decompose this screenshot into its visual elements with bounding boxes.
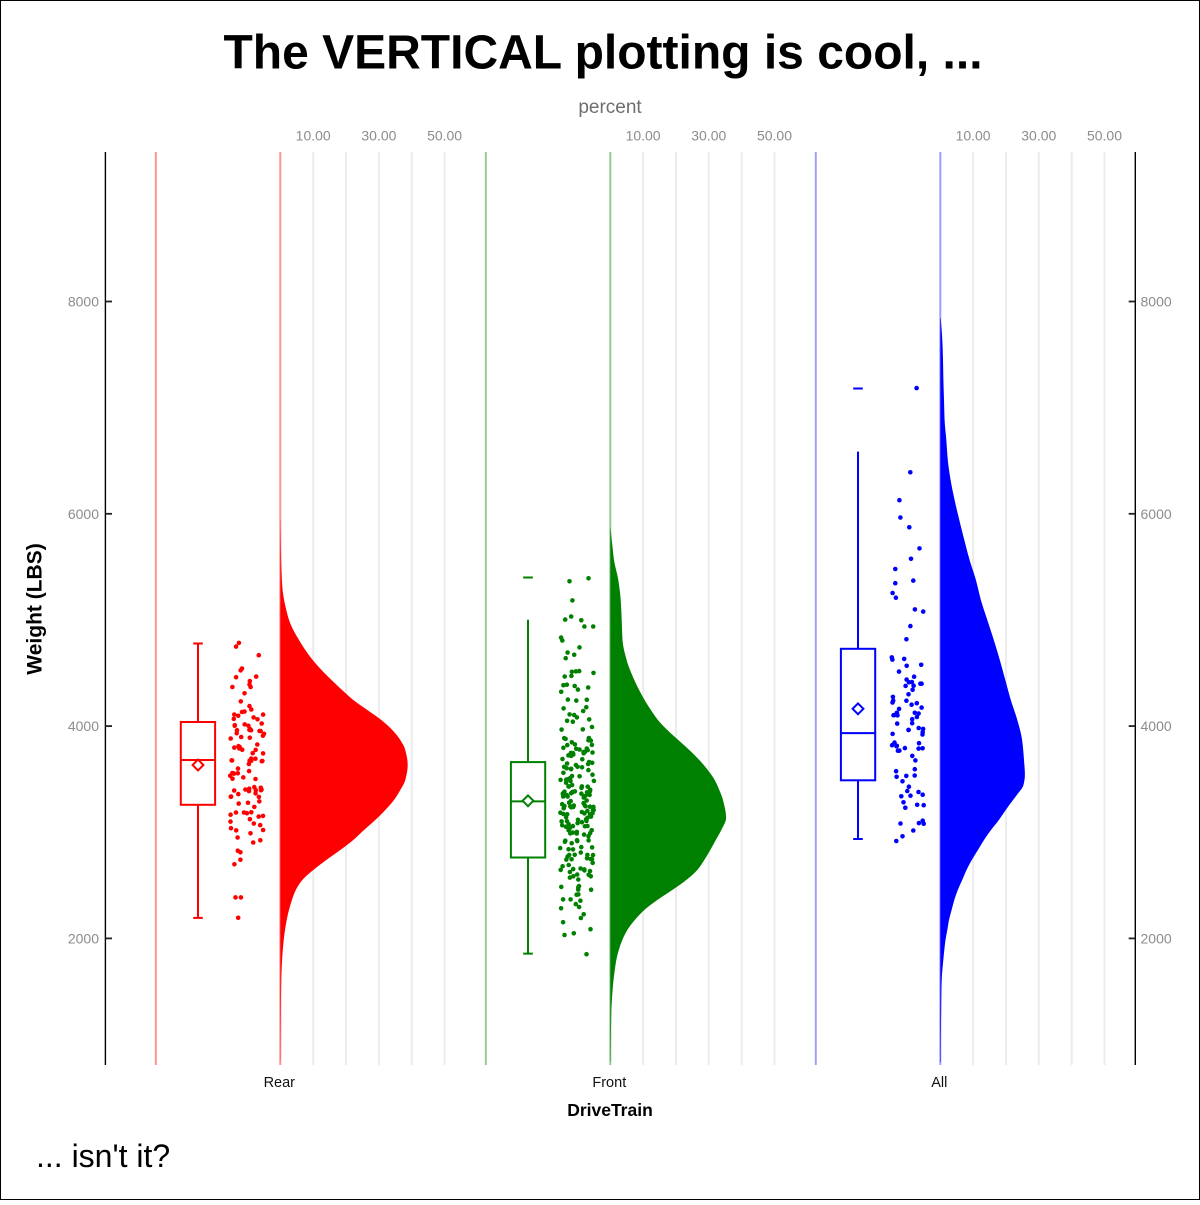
svg-text:10.00: 10.00	[626, 128, 661, 144]
svg-text:DriveTrain: DriveTrain	[567, 1100, 653, 1120]
svg-text:The VERTICAL plotting is cool,: The VERTICAL plotting is cool, ...	[223, 27, 982, 80]
svg-text:6000: 6000	[1141, 506, 1172, 522]
svg-text:Front: Front	[592, 1075, 626, 1091]
svg-text:percent: percent	[578, 97, 642, 118]
svg-text:10.00: 10.00	[956, 128, 991, 144]
svg-text:10.00: 10.00	[296, 128, 331, 144]
svg-text:Rear: Rear	[264, 1075, 296, 1091]
svg-text:50.00: 50.00	[1087, 128, 1122, 144]
svg-text:Weight (LBS): Weight (LBS)	[24, 543, 47, 674]
svg-text:6000: 6000	[68, 506, 99, 522]
svg-text:8000: 8000	[68, 294, 99, 310]
svg-text:4000: 4000	[1141, 718, 1172, 734]
svg-text:... isn't it?: ... isn't it?	[36, 1138, 170, 1174]
svg-text:30.00: 30.00	[361, 128, 396, 144]
svg-text:2000: 2000	[68, 930, 99, 946]
svg-text:30.00: 30.00	[691, 128, 726, 144]
svg-text:50.00: 50.00	[427, 128, 462, 144]
svg-text:50.00: 50.00	[757, 128, 792, 144]
svg-text:30.00: 30.00	[1021, 128, 1056, 144]
svg-text:8000: 8000	[1141, 294, 1172, 310]
svg-text:4000: 4000	[68, 718, 99, 734]
svg-text:All: All	[931, 1075, 947, 1091]
svg-text:2000: 2000	[1141, 930, 1172, 946]
